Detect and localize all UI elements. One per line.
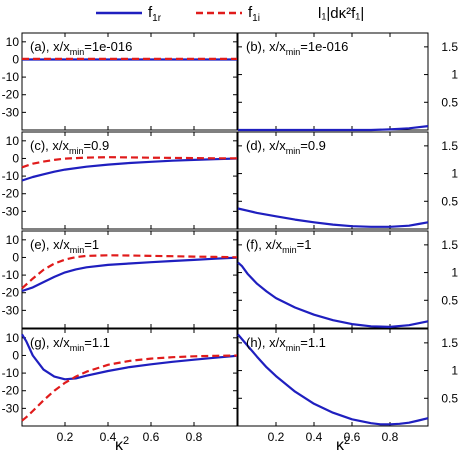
x-tick-label: 0.2 <box>57 430 74 444</box>
y-tick-label: 1.5 <box>441 238 458 252</box>
y-tick-label: -20 <box>2 286 20 300</box>
series-line-f1r <box>21 256 238 293</box>
x-tick-label: 0.6 <box>344 430 361 444</box>
y-tick-label: -30 <box>2 303 20 317</box>
panels: 100-10-20-30(a), x/xmin=1e-0160.511.5(b)… <box>2 32 458 427</box>
panel-title: (h), x/xmin=1.1 <box>246 335 326 353</box>
y-tick-label: -20 <box>2 187 20 201</box>
y-tick-label: 1 <box>451 364 458 378</box>
panel-frame <box>21 230 238 329</box>
panel-frame <box>237 230 429 329</box>
y-tick-label: -20 <box>2 384 20 398</box>
panel-frame <box>237 328 429 427</box>
panel-title: (c), x/xmin=0.9 <box>30 138 109 156</box>
series-line-f1r <box>21 333 238 381</box>
y-tick-label: 10 <box>6 35 20 49</box>
series-line-l1dk2f1 <box>237 333 429 426</box>
y-tick-label: 0.5 <box>441 194 458 208</box>
legend-label-f1i: f1i <box>248 4 260 24</box>
x-tick-label: 0.4 <box>306 430 323 444</box>
y-tick-label: -10 <box>2 366 20 380</box>
x-tick-label: 0.8 <box>382 430 399 444</box>
y-tick-label: -10 <box>2 268 20 282</box>
series-line-l1dk2f1 <box>237 207 429 228</box>
y-tick-label: -10 <box>2 70 20 84</box>
y-tick-label: 10 <box>6 134 20 148</box>
panel-title: (e), x/xmin=1 <box>30 237 99 255</box>
y-tick-label: 10 <box>6 331 20 345</box>
y-tick-label: 1.5 <box>441 139 458 153</box>
y-tick-label: 10 <box>6 233 20 247</box>
y-tick-label: -10 <box>2 169 20 183</box>
panel-b: 0.5 1 1.5 (b), x/xmin=1e-016 <box>237 32 458 132</box>
y-tick-label: 1.5 <box>441 40 458 54</box>
y-tick-label: -30 <box>2 105 20 119</box>
series-line-l1dk2f1 <box>238 125 429 132</box>
x-tick-label: 0.6 <box>143 430 160 444</box>
panel-f: 0.5 1 1.5 (f), x/xmin=1 <box>237 230 458 329</box>
legend-left: f1r f1i <box>96 4 260 24</box>
x-axis-label-right: κ2 <box>336 435 350 454</box>
y-tick-label: 1 <box>451 266 458 280</box>
legend-label-f1r: f1r <box>148 4 162 24</box>
y-tick-label: 1 <box>451 68 458 82</box>
x-axis-label-left: κ2 <box>115 435 129 454</box>
panel-e: 10 0 -10 -20 -30 (e), x/xmin=1 <box>2 230 238 329</box>
y-tick-label: 0.5 <box>441 391 458 405</box>
y-tick-label: 0.5 <box>441 95 458 109</box>
y-tick-label: 1.5 <box>441 336 458 350</box>
panel-d: 0.5 1 1.5 (d), x/xmin=0.9 <box>237 131 458 230</box>
y-tick-label: 1 <box>451 167 458 181</box>
y-tick-label: 0 <box>12 151 19 165</box>
series-line-f1r <box>21 157 238 182</box>
panel-frame <box>21 328 238 427</box>
y-tick-label: -20 <box>2 88 20 102</box>
series-line-f1i <box>21 254 238 290</box>
panel-title: (g), x/xmin=1.1 <box>30 335 110 353</box>
y-tick-label: 0 <box>12 250 19 264</box>
panel-g: 10 0 -10 -20 -30 (g), x/xmin=1.1 <box>2 328 238 427</box>
y-tick-label: -30 <box>2 204 20 218</box>
panel-title: (a), x/xmin=1e-016 <box>30 39 132 57</box>
y-tick-label: 0 <box>12 52 19 66</box>
y-tick-label: 0 <box>12 348 19 362</box>
x-axis-left: 0.2 0.4 0.6 0.8 <box>57 430 203 444</box>
series-line-f1i <box>21 156 237 169</box>
panel-frame <box>237 131 429 230</box>
panel-title: (f), x/xmin=1 <box>246 237 311 255</box>
x-tick-label: 0.8 <box>186 430 203 444</box>
panel-title: (d), x/xmin=0.9 <box>246 138 326 156</box>
panel-a: 10 0 -10 -20 -30 (a), x/xmin=1e-016 <box>2 32 238 131</box>
panel-c: 10 0 -10 -20 -30 (c), x/xmin=0.9 <box>2 131 238 230</box>
series-line-l1dk2f1 <box>237 261 429 328</box>
x-tick-label: 0.4 <box>100 430 117 444</box>
panel-title: (b), x/xmin=1e-016 <box>246 39 348 57</box>
x-tick-label: 0.2 <box>268 430 285 444</box>
panel-h: 0.5 1 1.5 (h), x/xmin=1.1 <box>237 328 458 427</box>
y-tick-label: -30 <box>2 401 20 415</box>
y-tick-label: 0.5 <box>441 293 458 307</box>
panel-frame <box>21 32 238 131</box>
legend-right-label: l₁|dκ²f₁| <box>318 5 364 22</box>
series-line-f1i <box>21 354 238 422</box>
x-axis-right: 0.2 0.4 0.6 0.8 <box>268 430 399 444</box>
